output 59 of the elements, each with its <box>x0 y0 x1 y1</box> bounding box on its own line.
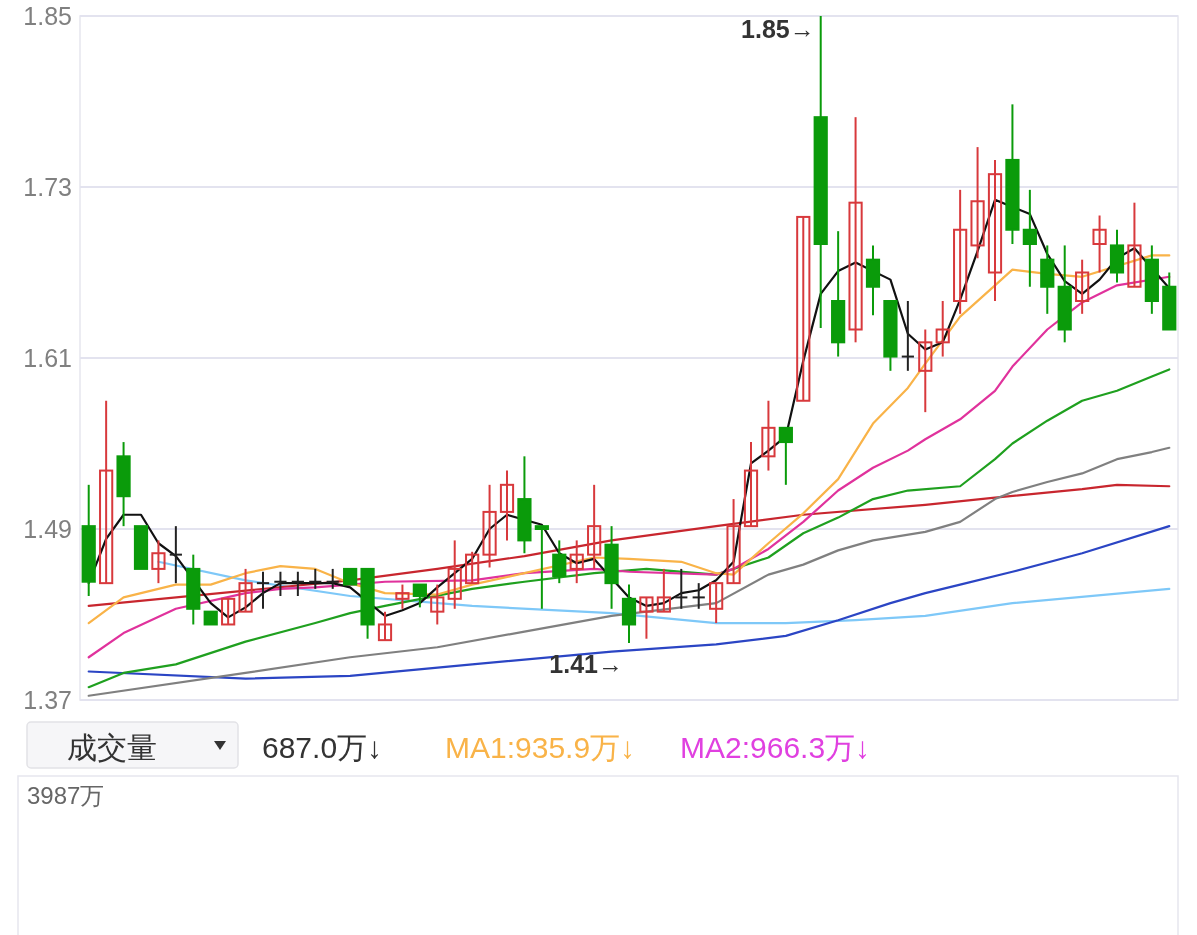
candlestick <box>168 525 183 585</box>
text: 3987万 <box>27 782 105 809</box>
candlestick <box>569 539 584 585</box>
candlestick <box>587 483 602 570</box>
candlestick <box>918 328 933 414</box>
candlestick <box>743 441 759 528</box>
text: MA1:935.9万↓ <box>445 731 636 764</box>
candlestick <box>656 567 671 613</box>
candlestick <box>1092 214 1107 274</box>
candlestick <box>238 567 253 613</box>
candlestick <box>953 188 968 315</box>
candlestick <box>709 582 724 625</box>
candlestick <box>273 570 288 597</box>
candlestick <box>482 483 497 569</box>
text: 成交量 <box>67 731 157 764</box>
candlestick <box>796 215 811 402</box>
candlestick <box>221 597 236 626</box>
annotation: 1.41→ <box>549 650 623 678</box>
line-series <box>87 483 1171 608</box>
candlestick <box>447 539 462 610</box>
candlestick <box>639 596 654 640</box>
candlestick <box>377 610 393 642</box>
candlestick <box>726 498 741 585</box>
line-series <box>87 446 1171 697</box>
candlestick <box>395 583 410 610</box>
candlestick <box>465 550 480 585</box>
text: MA2:966.3万↓ <box>680 731 871 764</box>
y-tick-label: 1.61 <box>23 344 72 372</box>
candlestick <box>99 399 114 585</box>
candlestick <box>308 567 323 590</box>
candlestick <box>534 525 549 610</box>
candlestick <box>1022 188 1037 288</box>
candlestick <box>778 426 793 486</box>
candlestick <box>430 583 445 626</box>
y-tick-label: 1.37 <box>23 686 72 714</box>
candlestick <box>691 582 706 610</box>
annotation: 1.85→ <box>741 15 815 43</box>
candlestick <box>848 116 863 344</box>
y-tick-label: 1.49 <box>23 515 72 543</box>
candlestick <box>935 300 950 358</box>
y-tick-label: 1.85 <box>23 2 72 30</box>
candlestick <box>412 583 427 609</box>
text: 687.0万↓ <box>262 731 383 764</box>
y-tick-label: 1.73 <box>23 173 72 201</box>
candlestick <box>1075 258 1090 315</box>
candlestick <box>499 469 515 542</box>
candlestick <box>970 146 985 260</box>
candlestick <box>255 570 271 610</box>
candlestick <box>1127 201 1142 288</box>
candlestick <box>900 300 915 372</box>
candlestick <box>987 158 1003 302</box>
candlestick <box>151 539 166 585</box>
candlestick <box>674 567 689 610</box>
candlestick <box>325 567 340 590</box>
candlestick <box>290 570 305 597</box>
candlestick <box>761 399 776 472</box>
line-series <box>87 525 1171 680</box>
candlestick <box>552 539 567 585</box>
line-series <box>87 368 1171 689</box>
